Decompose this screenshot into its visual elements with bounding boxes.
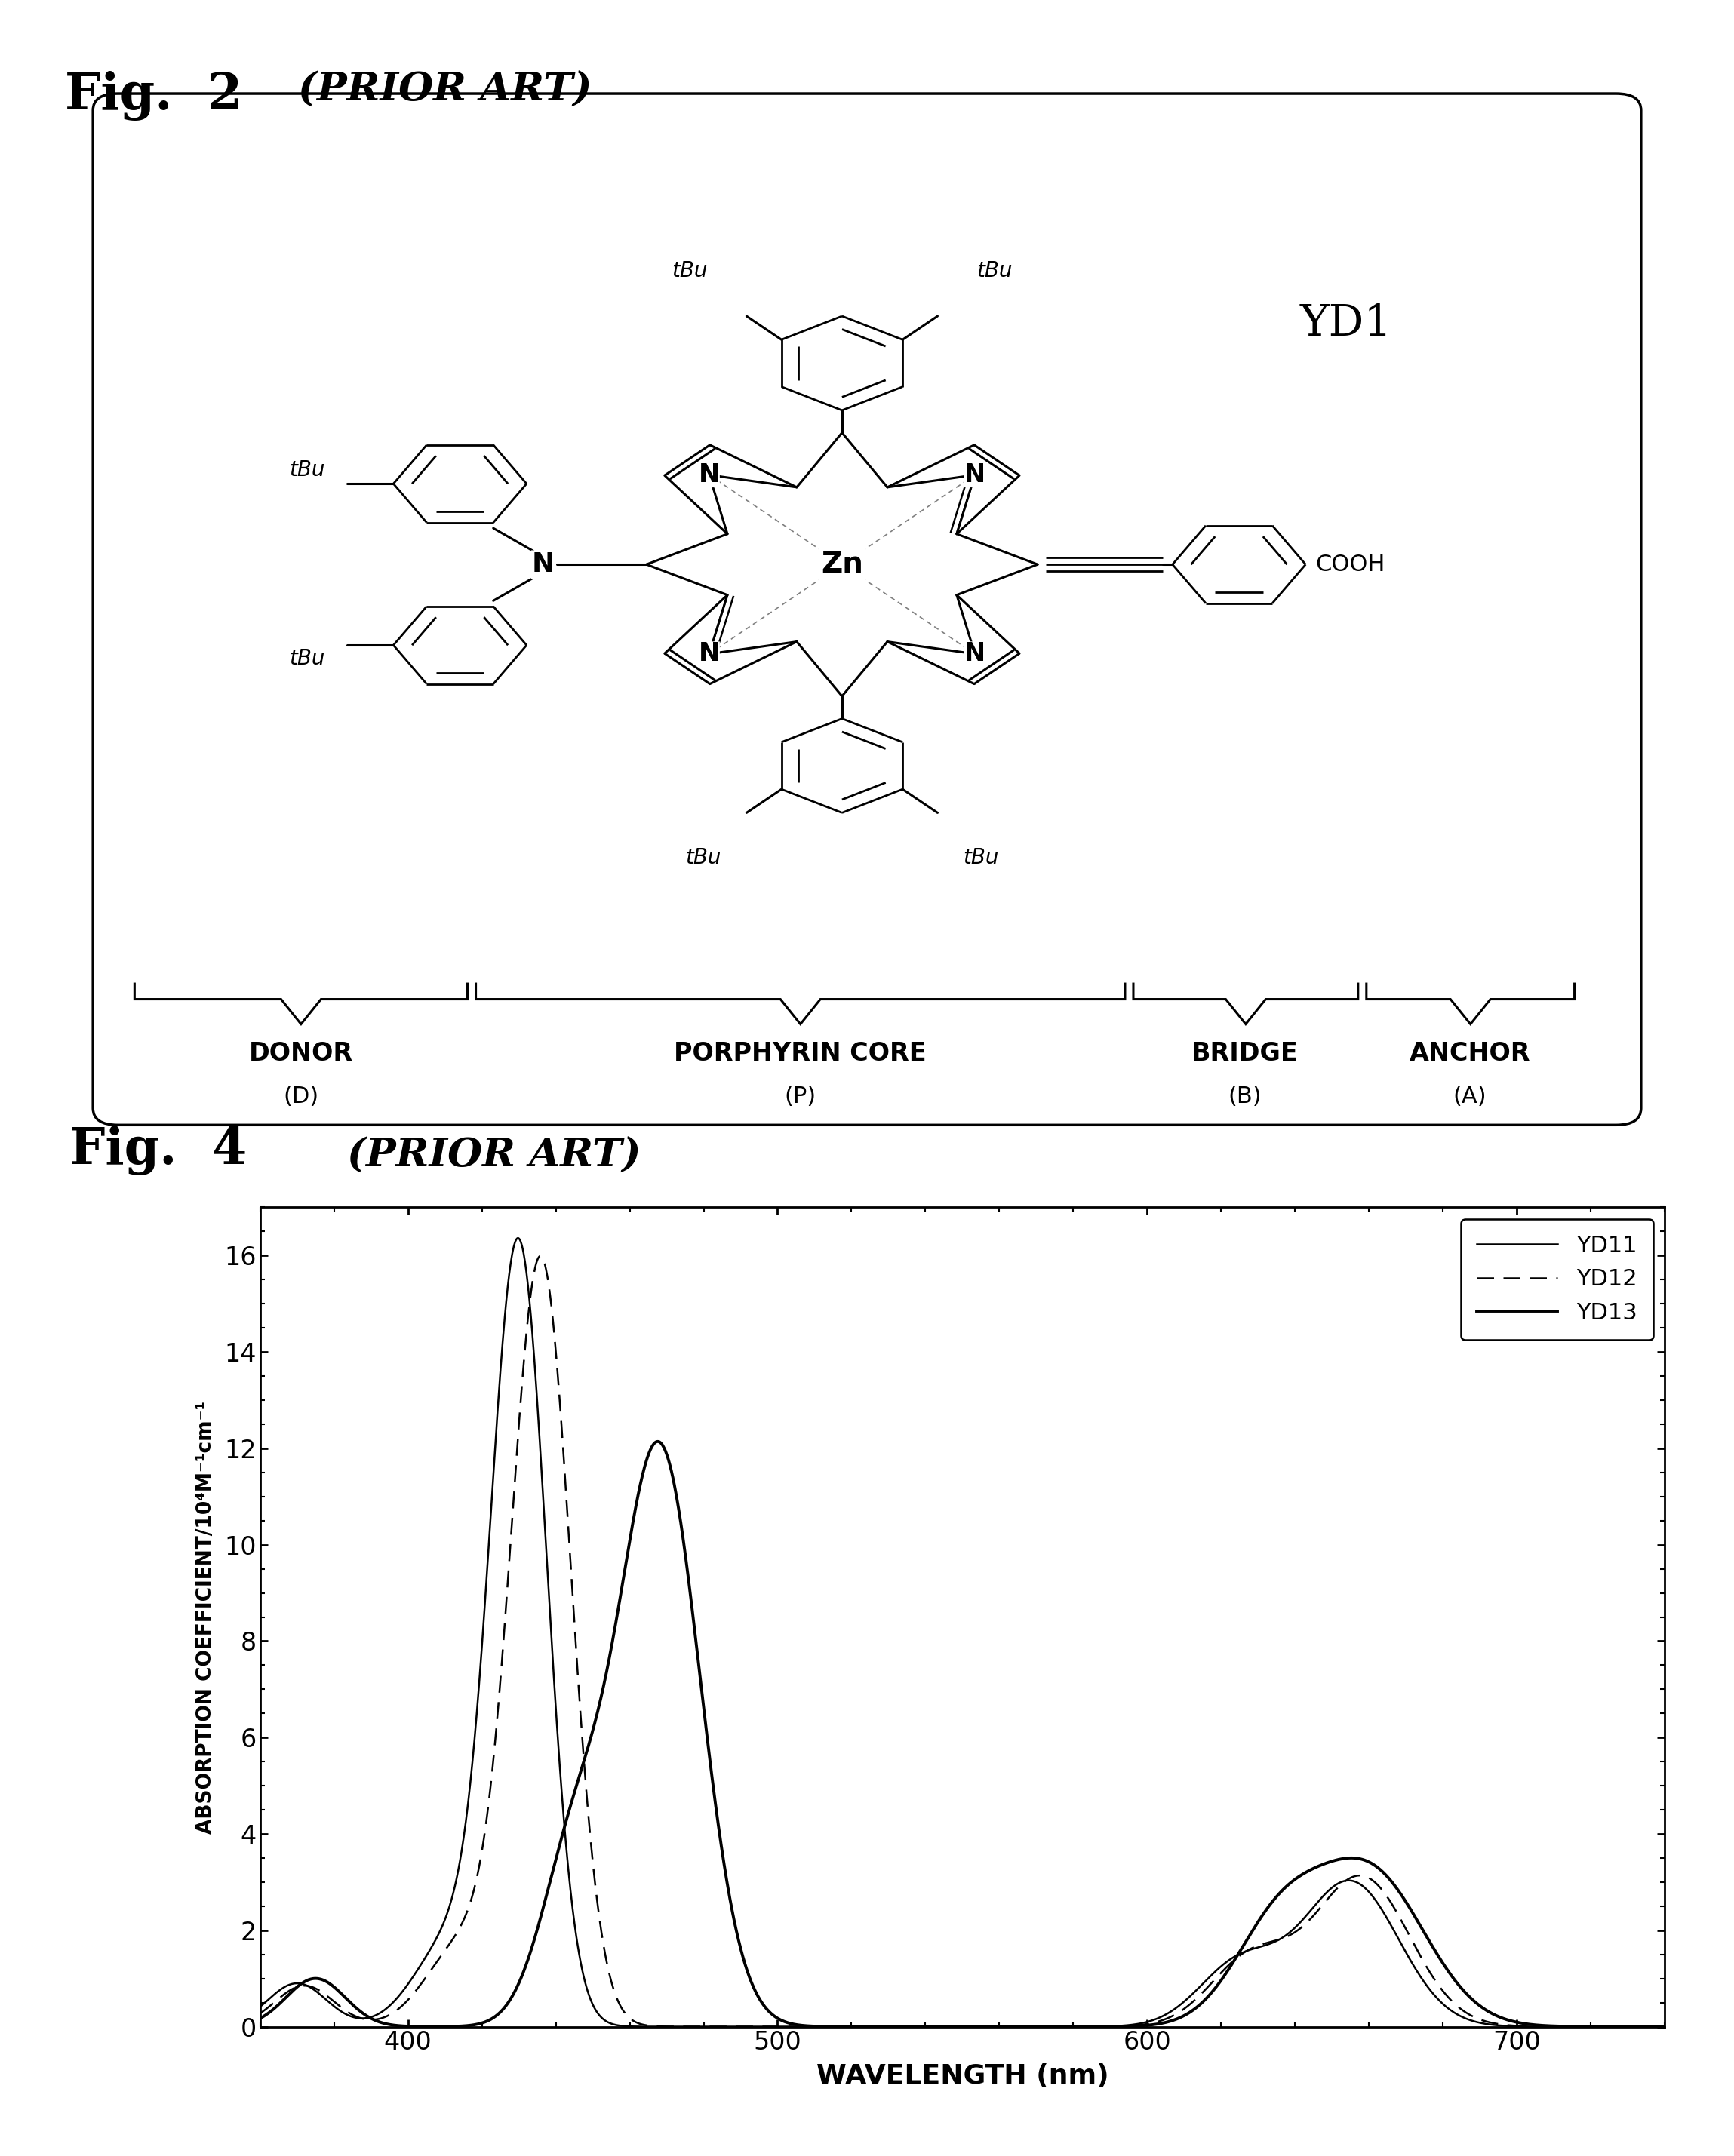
YD12 — [531, 1244, 551, 1270]
Text: (PRIOR ART): (PRIOR ART) — [298, 71, 591, 110]
Text: (PRIOR ART): (PRIOR ART) — [347, 1136, 640, 1175]
Text: (B): (B) — [1228, 1087, 1262, 1108]
Text: tBu: tBu — [673, 261, 707, 282]
YD12 — [933, 2014, 954, 2040]
YD13 — [895, 2014, 916, 2040]
YD12 — [305, 1975, 326, 2001]
X-axis label: WAVELENGTH (nm): WAVELENGTH (nm) — [817, 2063, 1108, 2089]
YD13 — [647, 1429, 668, 1455]
Text: (P): (P) — [784, 1087, 817, 1108]
Text: tBu: tBu — [290, 459, 324, 481]
YD12 — [1632, 2014, 1653, 2040]
YD11 — [895, 2014, 916, 2040]
YD12 — [834, 2014, 855, 2040]
YD11 — [508, 1225, 529, 1250]
Text: DONOR: DONOR — [250, 1041, 354, 1065]
YD11 — [231, 2007, 251, 2033]
YD13 — [933, 2014, 954, 2040]
Text: N: N — [699, 464, 720, 487]
Text: Fig.  2: Fig. 2 — [64, 71, 243, 121]
Text: tBu: tBu — [976, 261, 1013, 282]
Text: (A): (A) — [1453, 1087, 1486, 1108]
YD11 — [1368, 1891, 1389, 1917]
YD12 — [231, 2009, 251, 2035]
Text: tBu: tBu — [685, 847, 721, 869]
YD11 — [933, 2014, 954, 2040]
YD11 — [817, 2014, 838, 2040]
Text: YD1: YD1 — [1300, 302, 1392, 345]
Text: N: N — [964, 642, 985, 666]
Text: ANCHOR: ANCHOR — [1410, 1041, 1529, 1065]
YD12 — [1368, 1871, 1389, 1897]
Text: N: N — [964, 464, 985, 487]
YD13 — [1632, 2014, 1653, 2040]
YD13 — [1368, 1854, 1389, 1880]
Line: YD11: YD11 — [241, 1238, 1684, 2027]
Y-axis label: ABSORPTION COEFFICIENT/10⁴M⁻¹cm⁻¹: ABSORPTION COEFFICIENT/10⁴M⁻¹cm⁻¹ — [196, 1401, 217, 1833]
YD11 — [1632, 2014, 1653, 2040]
Text: PORPHYRIN CORE: PORPHYRIN CORE — [675, 1041, 926, 1065]
YD13 — [950, 2014, 971, 2040]
Line: YD13: YD13 — [241, 1442, 1684, 2027]
Line: YD12: YD12 — [241, 1257, 1684, 2027]
Text: tBu: tBu — [290, 649, 324, 668]
YD13 — [1632, 2014, 1653, 2040]
YD13 — [231, 2012, 251, 2037]
Text: Fig.  4: Fig. 4 — [69, 1125, 246, 1175]
Text: N: N — [532, 552, 555, 578]
YD11 — [1632, 2014, 1653, 2040]
Text: Zn: Zn — [820, 550, 864, 578]
YD13 — [1673, 2014, 1694, 2040]
YD13 — [305, 1966, 326, 1992]
Legend: YD11, YD12, YD13: YD11, YD12, YD13 — [1460, 1218, 1653, 1339]
Text: tBu: tBu — [962, 847, 999, 869]
YD11 — [305, 1977, 326, 2003]
YD12 — [1632, 2014, 1653, 2040]
Text: BRIDGE: BRIDGE — [1191, 1041, 1299, 1065]
Text: (D): (D) — [283, 1087, 319, 1108]
Text: COOH: COOH — [1316, 554, 1385, 576]
YD11 — [1673, 2014, 1694, 2040]
Text: N: N — [699, 642, 720, 666]
YD12 — [895, 2014, 916, 2040]
YD12 — [1673, 2014, 1694, 2040]
